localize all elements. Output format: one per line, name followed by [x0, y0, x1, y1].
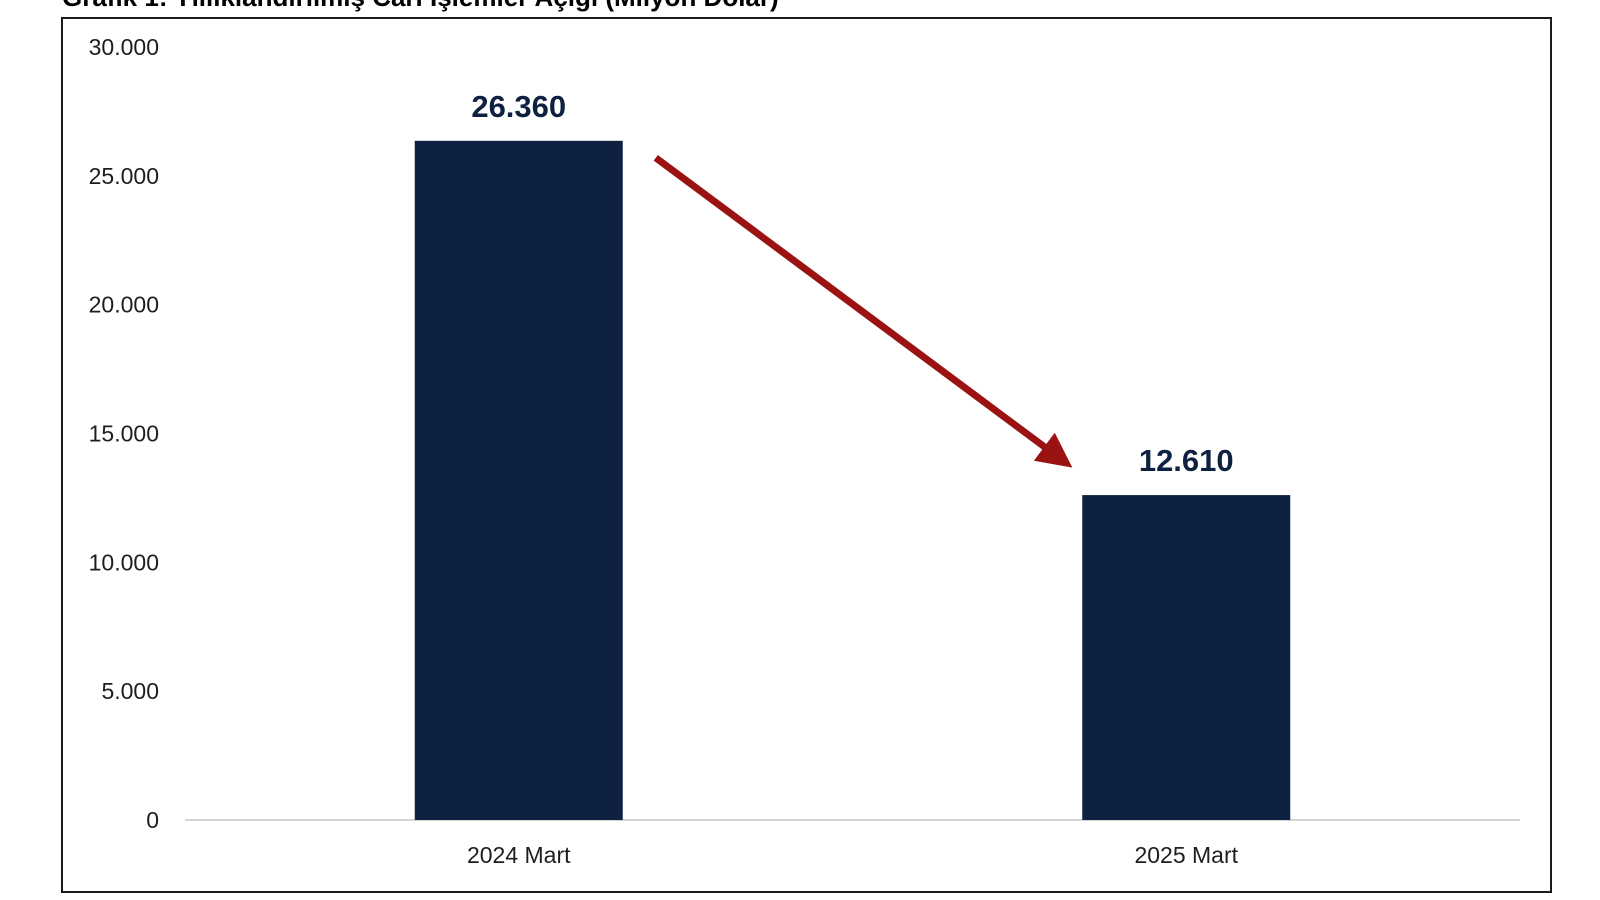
- chart-title: Grafik 1: Yıllıklandırılmış Cari İşlemle…: [62, 0, 779, 13]
- y-tick-label: 25.000: [89, 163, 159, 189]
- y-tick-label: 30.000: [89, 34, 159, 60]
- x-tick-label: 2025 Mart: [1134, 842, 1238, 868]
- x-tick-label: 2024 Mart: [467, 842, 571, 868]
- y-tick-label: 5.000: [101, 678, 159, 704]
- y-tick-label: 0: [146, 807, 159, 833]
- y-tick-label: 15.000: [89, 421, 159, 447]
- y-axis: 0 5.000 10.000 15.000 20.000 25.000 30.000: [89, 34, 159, 833]
- data-label: 12.610: [1139, 443, 1234, 478]
- y-tick-label: 20.000: [89, 292, 159, 318]
- data-label: 26.360: [471, 89, 566, 124]
- chart-frame: [61, 17, 1552, 893]
- bar-series: 26.360 12.610: [414, 89, 1291, 821]
- bar: [414, 140, 623, 821]
- annotations: [653, 154, 1073, 468]
- trend-arrow: [653, 154, 1073, 468]
- x-axis: 2024 Mart 2025 Mart: [185, 819, 1520, 868]
- bar: [1082, 495, 1291, 820]
- y-tick-label: 10.000: [89, 549, 159, 575]
